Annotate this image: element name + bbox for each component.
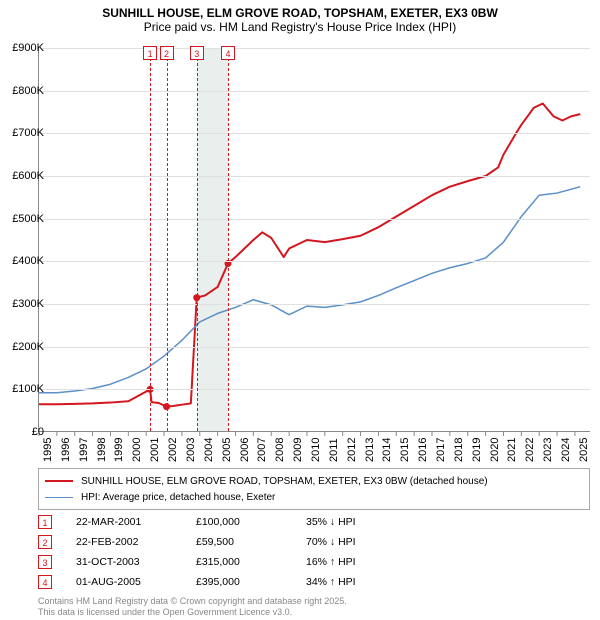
sale-date: 22-FEB-2002: [76, 536, 196, 548]
chart-container: SUNHILL HOUSE, ELM GROVE ROAD, TOPSHAM, …: [0, 0, 600, 620]
legend-swatch-hpi: [45, 497, 73, 498]
xtick-label: 2011: [328, 438, 340, 462]
gridline-h: [39, 133, 590, 134]
sale-row: 2 22-FEB-2002£59,50070% ↓ HPI: [38, 532, 406, 552]
xtick-label: 2006: [239, 438, 251, 462]
sale-marker-line: [197, 48, 198, 431]
footer: Contains HM Land Registry data © Crown c…: [38, 596, 347, 618]
gridline-h: [39, 304, 590, 305]
sale-price: £395,000: [196, 576, 306, 588]
ytick-label: £800K: [4, 85, 44, 97]
gridline-h: [39, 48, 590, 49]
ytick-label: £400K: [4, 255, 44, 267]
sale-marker-line: [167, 48, 168, 431]
sale-row: 3 31-OCT-2003£315,00016% ↑ HPI: [38, 552, 406, 572]
xtick-label: 2001: [149, 438, 161, 462]
xtick-label: 2005: [221, 438, 233, 462]
sale-marker-box: 1: [143, 46, 157, 60]
sale-row-box: 3: [38, 555, 52, 569]
xtick-label: 1999: [113, 438, 125, 462]
sale-marker-line: [150, 48, 151, 431]
xtick-label: 2023: [542, 438, 554, 462]
sale-hpi: 34% ↑ HPI: [306, 576, 406, 588]
gridline-h: [39, 91, 590, 92]
sale-date: 22-MAR-2001: [76, 516, 196, 528]
xtick-label: 2016: [417, 438, 429, 462]
xtick-label: 2020: [489, 438, 501, 462]
xtick-label: 2003: [185, 438, 197, 462]
xtick-label: 2018: [453, 438, 465, 462]
gridline-h: [39, 219, 590, 220]
title-block: SUNHILL HOUSE, ELM GROVE ROAD, TOPSHAM, …: [0, 0, 600, 36]
gridline-h: [39, 261, 590, 262]
sale-date: 01-AUG-2005: [76, 576, 196, 588]
legend-row-property: SUNHILL HOUSE, ELM GROVE ROAD, TOPSHAM, …: [45, 473, 583, 489]
footer-line1: Contains HM Land Registry data © Crown c…: [38, 596, 347, 607]
sale-hpi: 70% ↓ HPI: [306, 536, 406, 548]
xtick-label: 2024: [560, 438, 572, 462]
sale-marker-line: [228, 48, 229, 431]
sale-date: 31-OCT-2003: [76, 556, 196, 568]
ytick-label: £200K: [4, 341, 44, 353]
legend: SUNHILL HOUSE, ELM GROVE ROAD, TOPSHAM, …: [38, 468, 590, 510]
xtick-label: 1995: [42, 438, 54, 462]
xtick-label: 2022: [524, 438, 536, 462]
sale-price: £315,000: [196, 556, 306, 568]
ytick-label: £700K: [4, 127, 44, 139]
sale-row-box: 4: [38, 575, 52, 589]
plot-svg: [39, 48, 590, 431]
xtick-label: 2013: [364, 438, 376, 462]
xtick-label: 2008: [274, 438, 286, 462]
xtick-label: 1998: [96, 438, 108, 462]
xtick-label: 2014: [381, 438, 393, 462]
ytick-label: £600K: [4, 170, 44, 182]
xtick-label: 2007: [256, 438, 268, 462]
sale-price: £59,500: [196, 536, 306, 548]
xtick-label: 2012: [346, 438, 358, 462]
footer-line2: This data is licensed under the Open Gov…: [38, 607, 347, 618]
title-line1: SUNHILL HOUSE, ELM GROVE ROAD, TOPSHAM, …: [0, 6, 600, 20]
sale-row-box: 1: [38, 515, 52, 529]
ytick-label: £500K: [4, 213, 44, 225]
xtick-label: 2009: [292, 438, 304, 462]
legend-swatch-property: [45, 480, 73, 482]
xtick-label: 2015: [399, 438, 411, 462]
sale-row: 1 22-MAR-2001£100,00035% ↓ HPI: [38, 512, 406, 532]
xtick-label: 2000: [131, 438, 143, 462]
legend-label-hpi: HPI: Average price, detached house, Exet…: [81, 492, 275, 503]
sale-marker-box: 4: [221, 46, 235, 60]
series-hpi: [39, 187, 580, 393]
sale-marker-box: 3: [190, 46, 204, 60]
ytick-label: £100K: [4, 383, 44, 395]
sale-marker-box: 2: [160, 46, 174, 60]
gridline-h: [39, 389, 590, 390]
ytick-label: £300K: [4, 298, 44, 310]
sale-row-box: 2: [38, 535, 52, 549]
xtick-label: 2017: [435, 438, 447, 462]
gridline-h: [39, 347, 590, 348]
ytick-label: £900K: [4, 42, 44, 54]
xtick-label: 2021: [506, 438, 518, 462]
xtick-label: 2004: [203, 438, 215, 462]
legend-label-property: SUNHILL HOUSE, ELM GROVE ROAD, TOPSHAM, …: [81, 476, 488, 487]
xtick-label: 2019: [471, 438, 483, 462]
ytick-label: £0: [4, 426, 44, 438]
sale-row: 4 01-AUG-2005£395,00034% ↑ HPI: [38, 572, 406, 592]
sale-hpi: 16% ↑ HPI: [306, 556, 406, 568]
xtick-label: 2010: [310, 438, 322, 462]
xtick-label: 1997: [78, 438, 90, 462]
xtick-label: 2002: [167, 438, 179, 462]
sale-hpi: 35% ↓ HPI: [306, 516, 406, 528]
sale-price: £100,000: [196, 516, 306, 528]
sales-table: 1 22-MAR-2001£100,00035% ↓ HPI 2 22-FEB-200…: [38, 512, 406, 592]
title-line2: Price paid vs. HM Land Registry's House …: [0, 20, 600, 34]
xtick-label: 2025: [578, 438, 590, 462]
xtick-label: 1996: [60, 438, 72, 462]
series-property: [39, 103, 580, 406]
gridline-h: [39, 176, 590, 177]
chart-area: 12 3 4: [38, 48, 590, 432]
legend-row-hpi: HPI: Average price, detached house, Exet…: [45, 489, 583, 505]
